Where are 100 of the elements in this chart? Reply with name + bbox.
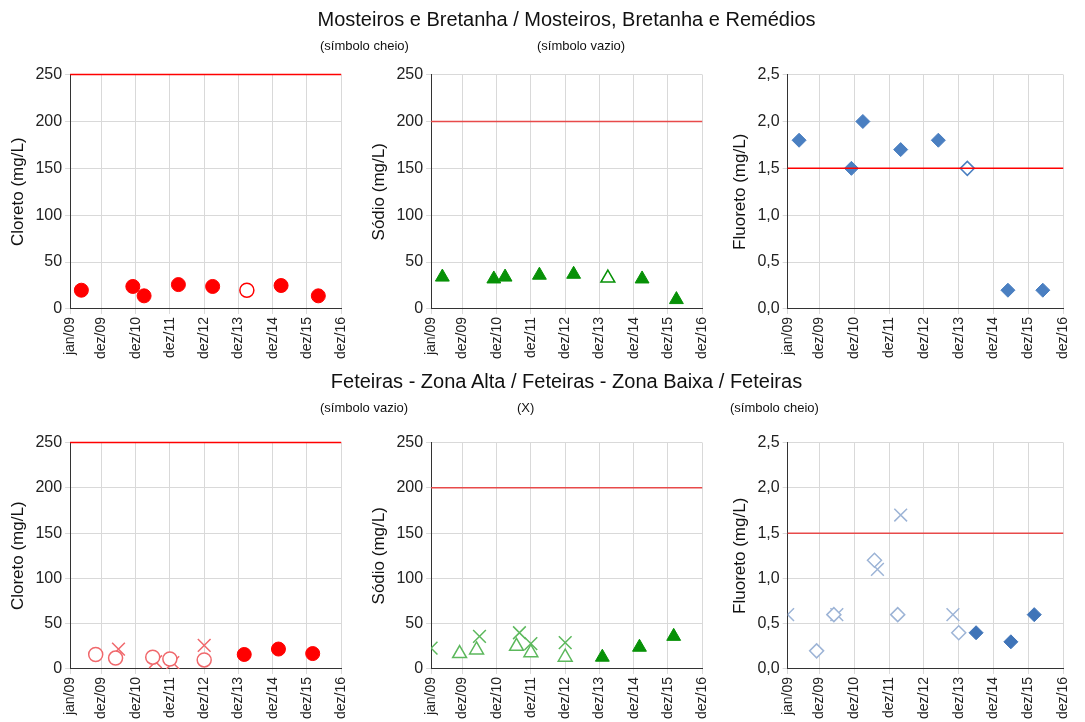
x-tick-label: dez/14 (624, 316, 641, 360)
text: (símbolo vazio) (537, 38, 626, 53)
x-tick-label: jan/09 (421, 676, 438, 717)
x-tick-label: dez/14 (984, 676, 1001, 720)
x-tick-label: jan/09 (778, 676, 795, 717)
x-tick-label: dez/15 (1019, 316, 1036, 360)
y-axis-title: Cloreto (mg/L) (7, 501, 27, 611)
x-tick-label: dez/09 (810, 676, 827, 720)
point (205, 278, 221, 294)
point (968, 625, 984, 641)
x-tick-label: dez/13 (949, 676, 966, 720)
x-tick-label: dez/14 (263, 676, 280, 720)
point (791, 132, 807, 148)
x-tick-label: dez/15 (297, 676, 314, 720)
point (273, 278, 289, 294)
x-tick-label: dez/16 (332, 676, 349, 720)
y-tick-label: 0,0 (757, 299, 780, 317)
y-tick-label: 1,0 (757, 205, 780, 223)
point (870, 562, 885, 577)
x-tick-label: dez/11 (521, 676, 538, 718)
y-tick-label: 0 (53, 659, 63, 677)
y-tick-label: 200 (35, 478, 63, 496)
point (866, 552, 883, 569)
x-tick-label: dez/15 (658, 676, 675, 720)
x-tick-label: dez/12 (914, 676, 931, 720)
point (125, 278, 141, 294)
point (73, 282, 89, 298)
y-tick-label: 50 (44, 614, 63, 632)
x-tick-label: dez/10 (845, 676, 862, 720)
x-tick-label: dez/09 (92, 316, 109, 360)
x-tick-label: dez/09 (453, 316, 470, 360)
text: (X) (517, 400, 535, 415)
x-tick-label: dez/10 (487, 676, 504, 720)
x-tick-label: dez/14 (984, 316, 1001, 360)
point (1003, 634, 1019, 650)
y-tick-label: 100 (396, 205, 424, 223)
y-tick-label: 250 (35, 433, 63, 451)
x-tick-label: dez/12 (914, 316, 931, 360)
x-tick-label: dez/15 (1019, 676, 1036, 720)
y-tick-label: 0,0 (757, 659, 780, 677)
x-tick-label: dez/13 (229, 676, 246, 720)
point (945, 607, 961, 622)
x-tick-label: dez/15 (297, 316, 314, 360)
y-tick-label: 50 (405, 252, 424, 270)
x-tick-label: jan/09 (778, 316, 795, 357)
x-tick-label: dez/09 (92, 676, 109, 720)
x-tick-label: dez/10 (845, 316, 862, 360)
y-tick-label: 0,5 (757, 252, 780, 270)
x-tick-label: dez/09 (453, 676, 470, 720)
x-tick-label: dez/16 (693, 676, 710, 720)
x-tick-label: dez/16 (1054, 676, 1071, 720)
x-tick-label: dez/12 (556, 316, 573, 360)
y-tick-label: 2,0 (757, 478, 780, 496)
x-tick-label: dez/11 (521, 316, 538, 358)
y-tick-label: 1,5 (757, 158, 780, 176)
x-tick-label: dez/12 (195, 676, 212, 720)
x-tick-label: dez/13 (229, 316, 246, 360)
x-tick-label: dez/12 (195, 316, 212, 360)
point (170, 277, 186, 293)
x-tick-label: dez/11 (160, 676, 177, 718)
y-tick-label: 2,5 (757, 65, 780, 83)
x-tick-label: jan/09 (60, 676, 77, 717)
x-tick-label: dez/11 (879, 676, 896, 718)
y-axis-title: Sódio (mg/L) (368, 507, 388, 605)
text: (símbolo cheio) (320, 38, 409, 53)
y-tick-label: 150 (396, 523, 424, 541)
text: (símbolo vazio) (320, 400, 409, 415)
y-tick-label: 50 (44, 252, 63, 270)
point (1000, 282, 1016, 298)
y-tick-label: 200 (396, 478, 424, 496)
point (889, 606, 906, 623)
x-tick-label: dez/15 (658, 316, 675, 360)
x-tick-label: jan/09 (60, 316, 77, 357)
x-tick-label: dez/10 (126, 676, 143, 720)
point (136, 288, 152, 304)
point (893, 142, 909, 158)
x-tick-label: dez/14 (263, 316, 280, 360)
y-tick-label: 1,0 (757, 568, 780, 586)
y-tick-label: 100 (35, 568, 63, 586)
x-tick-label: dez/16 (332, 316, 349, 360)
y-tick-label: 0 (414, 299, 424, 317)
x-tick-label: dez/16 (693, 316, 710, 360)
y-tick-label: 2,0 (757, 111, 780, 129)
y-tick-label: 200 (35, 111, 63, 129)
point (930, 132, 946, 148)
x-tick-label: dez/12 (556, 676, 573, 720)
y-tick-label: 1,5 (757, 523, 780, 541)
x-tick-label: dez/11 (879, 316, 896, 358)
chart-title: Mosteiros e Bretanha / Mosteiros, Bretanha e Remédios (316, 8, 817, 31)
x-tick-label: dez/11 (160, 316, 177, 358)
y-tick-label: 100 (35, 205, 63, 223)
y-axis-title: Fluoreto (mg/L) (729, 133, 749, 250)
y-tick-label: 200 (396, 111, 424, 129)
point (950, 625, 967, 641)
x-tick-label: dez/13 (590, 316, 607, 360)
x-tick-label: jan/09 (421, 316, 438, 357)
y-tick-label: 150 (35, 523, 63, 541)
y-tick-label: 50 (405, 614, 424, 632)
point (808, 643, 825, 659)
y-tick-label: 250 (396, 65, 424, 83)
